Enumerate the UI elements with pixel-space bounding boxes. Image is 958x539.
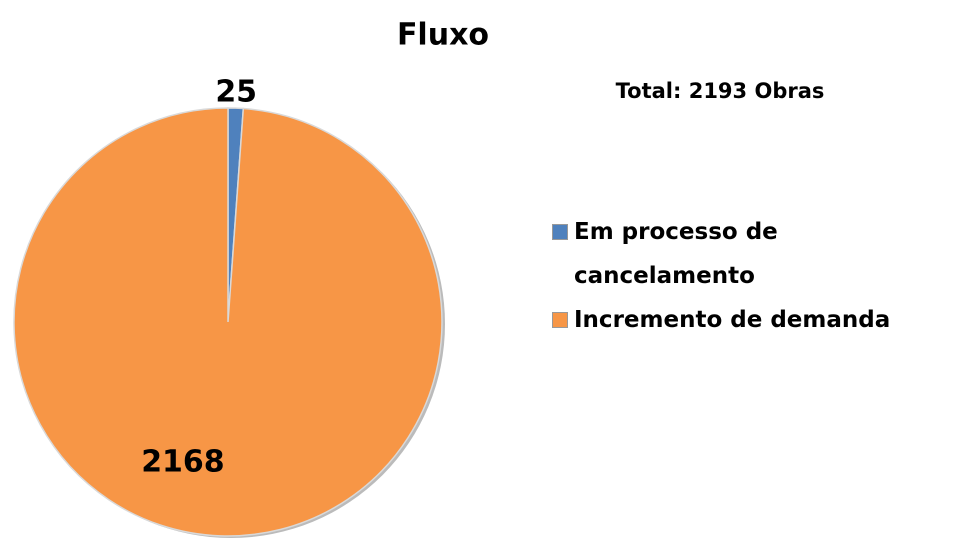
total-annotation: Total: 2193 Obras xyxy=(616,79,825,103)
chart-title: Fluxo xyxy=(397,18,489,53)
data-label: 2168 xyxy=(141,445,225,480)
data-label: 25 xyxy=(215,75,257,110)
legend: Em processo de cancelamento Incremento de… xyxy=(552,210,922,342)
legend-entry: Incremento de demanda xyxy=(552,298,922,342)
legend-label: Incremento de demanda xyxy=(574,307,891,333)
pie-slice xyxy=(13,107,443,537)
legend-label: Em processo de cancelamento xyxy=(574,219,778,289)
legend-entry: Em processo de cancelamento xyxy=(552,210,922,298)
legend-swatch xyxy=(552,224,568,240)
legend-swatch xyxy=(552,312,568,328)
